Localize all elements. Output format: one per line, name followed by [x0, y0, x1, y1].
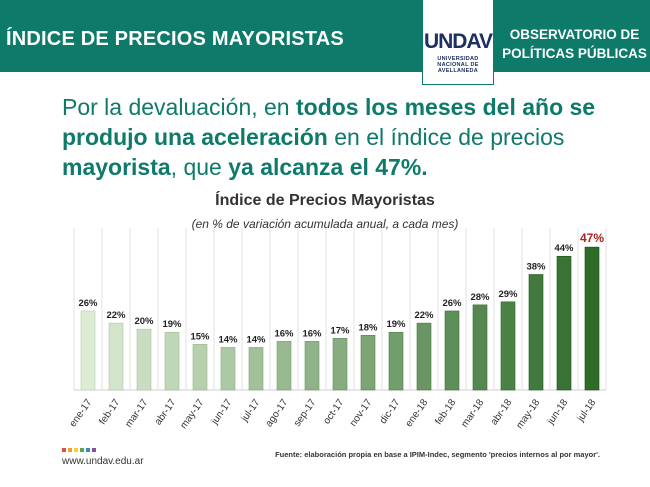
bar-may-17: [192, 344, 208, 391]
tick-label-abr-18: abr-18: [489, 397, 515, 427]
data-label-ene-17: 26%: [78, 298, 98, 309]
undav-logo: UNDAV UNIVERSIDAD NACIONAL DE AVELLANEDA: [422, 0, 494, 85]
headline-part: todos los meses del año se produjo una a…: [62, 94, 596, 150]
tick-label-jun-17: jun-17: [209, 397, 235, 427]
headline-part: en el índice de precios: [327, 124, 565, 150]
logo-line-2: NACIONAL DE: [437, 62, 479, 68]
chart-subtitle: (en % de variación acumulada anual, a ca…: [191, 217, 459, 231]
data-label-mar-17: 20%: [134, 316, 154, 327]
tick-label-jul-18: jul-18: [575, 397, 599, 425]
tick-label-abr-17: abr-17: [153, 397, 179, 427]
data-label-jun-18: 44%: [554, 243, 574, 254]
headline: Por la devaluación, en todos los meses d…: [62, 92, 622, 182]
tick-label-jun-18: jun-18: [545, 397, 571, 427]
data-label-may-18: 38%: [526, 261, 546, 272]
color-dot: [62, 448, 66, 452]
data-label-oct-17: 17%: [330, 325, 350, 336]
tick-label-may-17: may-17: [178, 397, 206, 431]
bar-sep-17: [304, 341, 320, 391]
bar-jun-17: [220, 347, 236, 391]
color-dot: [86, 448, 90, 452]
tick-label-ene-17: ene-17: [68, 397, 95, 429]
data-label-may-17: 15%: [190, 331, 210, 342]
bar-nov-17: [360, 334, 376, 391]
data-label-sep-17: 16%: [302, 328, 322, 339]
data-label-ene-18: 22%: [414, 310, 434, 321]
color-dot: [80, 448, 84, 452]
observatory-line-2: POLÍTICAS PÚBLICAS: [502, 46, 647, 61]
bar-dic-17: [388, 331, 404, 391]
data-label-jul-17: 14%: [246, 334, 266, 345]
color-dot: [68, 448, 72, 452]
data-label-abr-17: 19%: [162, 319, 182, 330]
tick-label-may-18: may-18: [514, 397, 542, 431]
tick-label-feb-18: feb-18: [433, 397, 459, 427]
data-label-ago-17: 16%: [274, 328, 294, 339]
data-label-jun-17: 14%: [218, 334, 238, 345]
data-label-mar-18: 28%: [470, 292, 490, 303]
logo-line-1: UNIVERSIDAD: [437, 56, 479, 62]
header-bar: ÍNDICE DE PRECIOS MAYORISTAS OBSERVATORI…: [0, 0, 650, 72]
logo-line-3: AVELLANEDA: [437, 68, 479, 74]
tick-label-ene-18: ene-18: [404, 397, 431, 429]
tick-label-dic-17: dic-17: [378, 397, 403, 426]
bar-feb-18: [444, 310, 460, 391]
bar-mar-17: [136, 328, 152, 391]
bar-abr-17: [164, 331, 180, 391]
tick-label-ago-17: ago-17: [264, 397, 291, 429]
data-label-feb-17: 22%: [106, 310, 126, 321]
bar-ene-18: [416, 322, 432, 391]
bar-jul-17: [248, 347, 264, 391]
bar-ago-17: [276, 341, 292, 391]
tick-label-feb-17: feb-17: [97, 397, 123, 427]
tick-label-mar-18: mar-18: [459, 397, 486, 430]
tick-label-mar-17: mar-17: [123, 397, 150, 430]
headline-part: Por la devaluación, en: [62, 94, 296, 120]
tick-label-jul-17: jul-17: [239, 397, 263, 425]
color-dots: [62, 448, 98, 452]
color-dot: [74, 448, 78, 452]
observatory-line-1: OBSERVATORIO DE: [509, 27, 640, 42]
tick-label-sep-17: sep-17: [292, 397, 319, 429]
bar-jul-18: [584, 246, 600, 391]
bar-may-18: [528, 274, 544, 391]
headline-part: mayorista: [62, 154, 171, 180]
bar-mar-18: [472, 304, 488, 391]
footer-source: Fuente: elaboración propia en base a IPI…: [275, 450, 600, 459]
data-label-nov-17: 18%: [358, 322, 378, 333]
tick-label-oct-17: oct-17: [322, 397, 347, 426]
bar-ene-17: [80, 310, 96, 391]
color-dot: [92, 448, 96, 452]
headline-part: ya alcanza el 47%.: [228, 154, 428, 180]
footer-url: www.undav.edu.ar: [62, 456, 144, 467]
tick-label-nov-17: nov-17: [348, 397, 375, 429]
bar-jun-18: [556, 255, 572, 391]
data-label-jul-18: 47%: [580, 231, 604, 245]
data-label-abr-18: 29%: [498, 289, 518, 300]
data-label-feb-18: 26%: [442, 298, 462, 309]
bar-abr-18: [500, 301, 516, 391]
bar-feb-17: [108, 322, 124, 391]
headline-part: , que: [170, 154, 229, 180]
logo-wordmark: UNDAV: [423, 30, 493, 53]
observatory-label: OBSERVATORIO DE POLÍTICAS PÚBLICAS: [502, 25, 647, 63]
page-title: ÍNDICE DE PRECIOS MAYORISTAS: [6, 28, 344, 50]
data-label-dic-17: 19%: [386, 319, 406, 330]
chart-title: Índice de Precios Mayoristas: [215, 192, 435, 209]
bar-oct-17: [332, 338, 348, 391]
